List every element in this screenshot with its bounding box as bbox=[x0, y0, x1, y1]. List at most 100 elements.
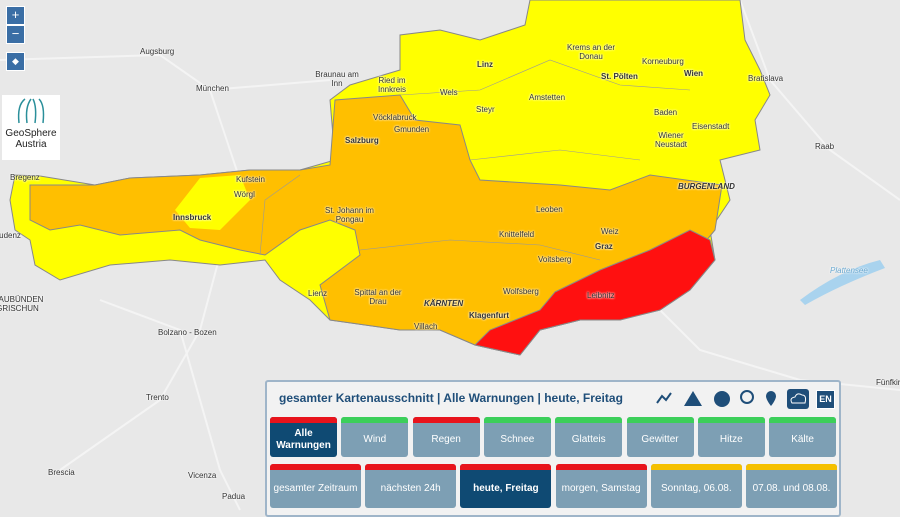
hazard-button-label: Schnee bbox=[500, 434, 535, 445]
map-label: Leibnitz bbox=[587, 291, 615, 300]
map-label: Krems an der Donau bbox=[566, 43, 616, 61]
map-label: Eisenstadt bbox=[692, 122, 730, 131]
location-icon[interactable] bbox=[766, 391, 776, 406]
period-button-label: 07.08. und 08.08. bbox=[752, 483, 831, 494]
level-strip bbox=[555, 417, 623, 423]
panel-title: gesamter Kartenausschnitt | Alle Warnung… bbox=[279, 391, 623, 405]
search-icon[interactable] bbox=[740, 390, 754, 404]
logo-name: GeoSphere bbox=[5, 128, 57, 139]
map-label: BURGENLAND bbox=[678, 182, 735, 191]
map-label: Korneuburg bbox=[642, 57, 684, 66]
zoom-in-button[interactable]: + bbox=[6, 6, 25, 25]
hazard-button[interactable]: Glatteis bbox=[555, 417, 623, 457]
map-label: Steyr bbox=[476, 105, 495, 114]
period-button-label: gesamter Zeitraum bbox=[273, 483, 358, 494]
level-strip bbox=[270, 464, 361, 470]
hazard-button-label: Gewitter bbox=[641, 434, 679, 445]
home-button[interactable]: ◆ bbox=[6, 52, 25, 71]
level-strip bbox=[365, 464, 457, 470]
hazard-button[interactable]: Schnee bbox=[483, 417, 551, 457]
hazard-button-label: Glatteis bbox=[571, 434, 606, 445]
period-button[interactable]: heute, Freitag bbox=[460, 464, 552, 508]
level-strip bbox=[412, 417, 480, 423]
level-strip bbox=[483, 417, 551, 423]
map-label: Wörgl bbox=[234, 190, 255, 199]
map-label: St. Johann im Pongau bbox=[325, 206, 374, 224]
logo: GeoSphere Austria bbox=[2, 95, 60, 160]
map-label: Brescia bbox=[48, 468, 75, 477]
warning-region-red[interactable] bbox=[474, 229, 716, 356]
lake bbox=[800, 260, 885, 305]
language-button[interactable]: EN bbox=[816, 390, 835, 409]
map-label: Voitsberg bbox=[538, 255, 572, 264]
map-label: Wien bbox=[684, 69, 704, 78]
period-button-label: Sonntag, 06.08. bbox=[660, 483, 732, 494]
period-button-label: morgen, Samstag bbox=[561, 483, 641, 494]
toolbar-icons bbox=[656, 389, 809, 409]
map-label: Fünfkirchen bbox=[876, 378, 900, 387]
map-label: Raab bbox=[815, 142, 835, 151]
map-label: Graz bbox=[595, 242, 613, 251]
hazard-button[interactable]: Alle Warnungen bbox=[270, 417, 337, 457]
hazard-button-label: Kälte bbox=[791, 434, 814, 445]
level-strip bbox=[341, 417, 409, 423]
hazard-button[interactable]: Hitze bbox=[697, 417, 765, 457]
map-label: Wels bbox=[440, 88, 458, 97]
hazard-button-label: Regen bbox=[431, 434, 461, 445]
map-label: Bratislava bbox=[748, 74, 784, 83]
level-strip bbox=[626, 417, 694, 423]
period-button-label: heute, Freitag bbox=[473, 483, 539, 494]
warning-panel: gesamter Kartenausschnitt | Alle Warnung… bbox=[265, 380, 841, 517]
level-strip bbox=[460, 464, 552, 470]
hazard-button[interactable]: Wind bbox=[341, 417, 409, 457]
map-label: Villach bbox=[414, 322, 438, 331]
cloud-icon bbox=[790, 393, 807, 404]
map-label: Ried im Innkreis bbox=[377, 76, 406, 94]
map-label: Bolzano - Bozen bbox=[158, 328, 217, 337]
hazard-button[interactable]: Gewitter bbox=[626, 417, 694, 457]
level-strip bbox=[746, 464, 837, 470]
map-label: GRAUBÜNDEN - GRISCHUN bbox=[0, 295, 44, 313]
period-button[interactable]: 07.08. und 08.08. bbox=[746, 464, 837, 508]
map-label: Klagenfurt bbox=[469, 311, 509, 320]
hazard-button-label: Hitze bbox=[719, 434, 743, 445]
map-label: Trento bbox=[146, 393, 169, 402]
zoom-out-button[interactable]: − bbox=[6, 25, 25, 44]
map-label: Weiz bbox=[601, 227, 619, 236]
map-label: Gmunden bbox=[394, 125, 430, 134]
warning-icon[interactable] bbox=[684, 391, 702, 406]
map-label: Amstetten bbox=[529, 93, 566, 102]
map-label: Vicenza bbox=[188, 471, 217, 480]
hazard-button[interactable]: Kälte bbox=[769, 417, 837, 457]
map-label: St. Pölten bbox=[601, 72, 638, 81]
map-label: Innsbruck bbox=[173, 213, 212, 222]
hazard-button-label: Wind bbox=[363, 434, 387, 445]
level-strip bbox=[650, 464, 742, 470]
map-label: Padua bbox=[222, 492, 246, 501]
warning-region-yellow[interactable] bbox=[175, 175, 250, 230]
period-button[interactable]: morgen, Samstag bbox=[555, 464, 647, 508]
hazard-button-label: Alle Warnungen bbox=[276, 428, 331, 451]
period-button[interactable]: nächsten 24h bbox=[365, 464, 457, 508]
logo-sub: Austria bbox=[15, 139, 47, 150]
map-label: München bbox=[196, 84, 229, 93]
level-strip bbox=[270, 417, 337, 423]
period-button[interactable]: Sonntag, 06.08. bbox=[650, 464, 742, 508]
info-icon[interactable] bbox=[714, 391, 730, 407]
hazard-button[interactable]: Regen bbox=[412, 417, 480, 457]
map-label: KÄRNTEN bbox=[424, 299, 464, 308]
period-button[interactable]: gesamter Zeitraum bbox=[270, 464, 361, 508]
map-label: Baden bbox=[654, 108, 678, 117]
cloud-button[interactable] bbox=[787, 389, 809, 409]
period-button-label: nächsten 24h bbox=[380, 483, 441, 494]
map-label: Leoben bbox=[536, 205, 563, 214]
map-label: Lienz bbox=[308, 289, 328, 298]
map-label: Bregenz bbox=[10, 173, 40, 182]
map-label: Spittal an der Drau bbox=[354, 288, 402, 306]
map-label: Braunau am Inn bbox=[315, 70, 359, 88]
map-label: Wiener Neustadt bbox=[654, 131, 688, 149]
map-label: Kufstein bbox=[236, 175, 265, 184]
chart-icon[interactable] bbox=[656, 392, 672, 404]
map-label: Linz bbox=[477, 60, 493, 69]
